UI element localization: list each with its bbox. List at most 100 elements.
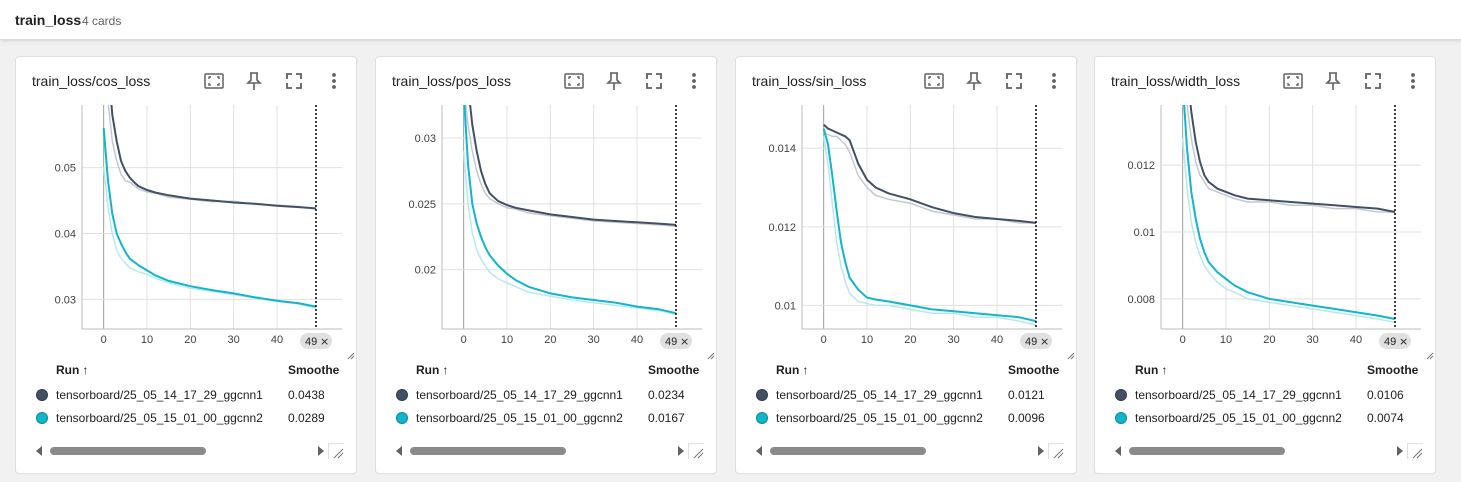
close-cursor-icon: ×	[320, 335, 329, 348]
run-name: tensorboard/25_05_14_17_29_ggcnn1	[776, 388, 983, 402]
y-tick-label: 0.025	[408, 199, 436, 211]
x-tick-label: 20	[1263, 334, 1275, 346]
smoothed-column-header[interactable]: Smoothed	[1008, 363, 1060, 377]
run-row[interactable]: tensorboard/25_05_14_17_29_ggcnn1 0.0121	[736, 385, 1066, 405]
line-chart[interactable]: 0 10 20 30 40 0.03 0.04 0.05 49 ×	[16, 101, 358, 361]
run-smoothed-value: 0.0438	[288, 388, 325, 402]
fullscreen-button[interactable]	[1361, 69, 1385, 93]
run-color-dot[interactable]	[756, 389, 768, 401]
pin-button[interactable]	[1321, 69, 1345, 93]
run-name: tensorboard/25_05_14_17_29_ggcnn1	[56, 388, 263, 402]
run-smoothed-value: 0.0289	[288, 411, 325, 425]
line-chart[interactable]: 0 10 20 30 40 0.02 0.025 0.03 49 ×	[376, 101, 718, 361]
series-raw-line	[1186, 105, 1395, 213]
scroll-left-icon[interactable]	[756, 446, 762, 456]
resize-icon	[1053, 448, 1064, 459]
fit-domain-button[interactable]	[562, 69, 586, 93]
horizontal-scrollbar[interactable]	[34, 443, 326, 459]
scroll-left-icon[interactable]	[36, 446, 42, 456]
scroll-thumb[interactable]	[410, 447, 566, 455]
table-resize-handle[interactable]	[328, 443, 344, 459]
y-tick-label: 0.008	[1127, 294, 1155, 306]
x-tick-label: 30	[1307, 334, 1319, 346]
run-color-dot[interactable]	[396, 412, 408, 424]
scroll-left-icon[interactable]	[396, 446, 402, 456]
card-title: train_loss/width_loss	[1111, 73, 1241, 89]
run-column-header[interactable]: Run ↑	[1135, 363, 1168, 377]
horizontal-scrollbar[interactable]	[1113, 443, 1405, 459]
scroll-left-icon[interactable]	[1115, 446, 1121, 456]
chart-resize-icon	[1067, 352, 1075, 360]
smoothed-column-header[interactable]: Smoothed	[1367, 363, 1419, 377]
fit-domain-icon	[924, 73, 944, 89]
pin-button[interactable]	[962, 69, 986, 93]
more-vert-icon	[1411, 73, 1415, 89]
run-smoothed-value: 0.0121	[1008, 388, 1045, 402]
scroll-thumb[interactable]	[770, 447, 926, 455]
run-row[interactable]: tensorboard/25_05_14_17_29_ggcnn1 0.0234	[376, 385, 706, 405]
line-chart[interactable]: 0 10 20 30 40 0.01 0.012 0.014 49 ×	[736, 101, 1078, 361]
fit-domain-button[interactable]	[1281, 69, 1305, 93]
pin-button[interactable]	[602, 69, 626, 93]
close-cursor-icon: ×	[1040, 335, 1049, 348]
scroll-thumb[interactable]	[1129, 447, 1285, 455]
fullscreen-button[interactable]	[282, 69, 306, 93]
step-cursor-label: 49	[1025, 336, 1037, 348]
table-resize-handle[interactable]	[688, 443, 704, 459]
scalar-card-cos-loss: train_loss/cos_loss 0 10 20 30 40 0.03 0.04 0.0…	[15, 56, 357, 474]
scroll-right-icon[interactable]	[318, 446, 324, 456]
run-column-header[interactable]: Run ↑	[416, 363, 449, 377]
x-tick-label: 20	[544, 334, 556, 346]
run-row[interactable]: tensorboard/25_05_15_01_00_ggcnn2 0.0167	[376, 408, 706, 428]
horizontal-scrollbar[interactable]	[754, 443, 1046, 459]
more-options-button[interactable]	[682, 69, 706, 93]
close-cursor-icon: ×	[680, 335, 689, 348]
run-color-dot[interactable]	[36, 412, 48, 424]
fit-domain-button[interactable]	[922, 69, 946, 93]
pin-button[interactable]	[242, 69, 266, 93]
more-options-button[interactable]	[1401, 69, 1425, 93]
scroll-right-icon[interactable]	[1397, 446, 1403, 456]
sort-arrow-icon: ↑	[1161, 363, 1168, 377]
run-name: tensorboard/25_05_14_17_29_ggcnn1	[1135, 388, 1342, 402]
chart-resize-icon	[707, 352, 715, 360]
run-color-dot[interactable]	[1115, 389, 1127, 401]
more-options-button[interactable]	[322, 69, 346, 93]
run-color-dot[interactable]	[36, 389, 48, 401]
scroll-thumb[interactable]	[50, 447, 206, 455]
run-column-header[interactable]: Run ↑	[56, 363, 89, 377]
run-row[interactable]: tensorboard/25_05_14_17_29_ggcnn1 0.0438	[16, 385, 346, 405]
card-title: train_loss/pos_loss	[392, 73, 512, 89]
run-color-dot[interactable]	[1115, 412, 1127, 424]
scroll-right-icon[interactable]	[678, 446, 684, 456]
table-resize-handle[interactable]	[1048, 443, 1064, 459]
run-row[interactable]: tensorboard/25_05_15_01_00_ggcnn2 0.0096	[736, 408, 1066, 428]
x-tick-label: 20	[904, 334, 916, 346]
fullscreen-icon	[1365, 73, 1381, 89]
scroll-right-icon[interactable]	[1038, 446, 1044, 456]
smoothed-column-header[interactable]: Smoothed	[288, 363, 340, 377]
series-smoothed-line	[823, 123, 1037, 224]
x-tick-label: 40	[1350, 334, 1362, 346]
series-raw-line	[1181, 138, 1396, 324]
more-options-button[interactable]	[1042, 69, 1066, 93]
run-row[interactable]: tensorboard/25_05_15_01_00_ggcnn2 0.0289	[16, 408, 346, 428]
run-color-dot[interactable]	[396, 389, 408, 401]
run-color-dot[interactable]	[756, 412, 768, 424]
line-chart[interactable]: 0 10 20 30 40 0.008 0.01 0.012 49 ×	[1095, 101, 1437, 361]
run-row[interactable]: tensorboard/25_05_14_17_29_ggcnn1 0.0106	[1095, 385, 1425, 405]
table-resize-handle[interactable]	[1407, 443, 1423, 459]
series-raw-line	[102, 167, 317, 309]
fullscreen-button[interactable]	[1002, 69, 1026, 93]
run-row[interactable]: tensorboard/25_05_15_01_00_ggcnn2 0.0074	[1095, 408, 1425, 428]
smoothed-column-header[interactable]: Smoothed	[648, 363, 700, 377]
resize-icon	[693, 448, 704, 459]
run-column-header[interactable]: Run ↑	[776, 363, 809, 377]
fit-domain-button[interactable]	[202, 69, 226, 93]
x-tick-label: 40	[991, 334, 1003, 346]
pin-icon	[606, 72, 622, 90]
horizontal-scrollbar[interactable]	[394, 443, 686, 459]
fullscreen-button[interactable]	[642, 69, 666, 93]
series-smoothed-line	[1183, 105, 1396, 320]
step-cursor-chip	[1379, 333, 1411, 349]
